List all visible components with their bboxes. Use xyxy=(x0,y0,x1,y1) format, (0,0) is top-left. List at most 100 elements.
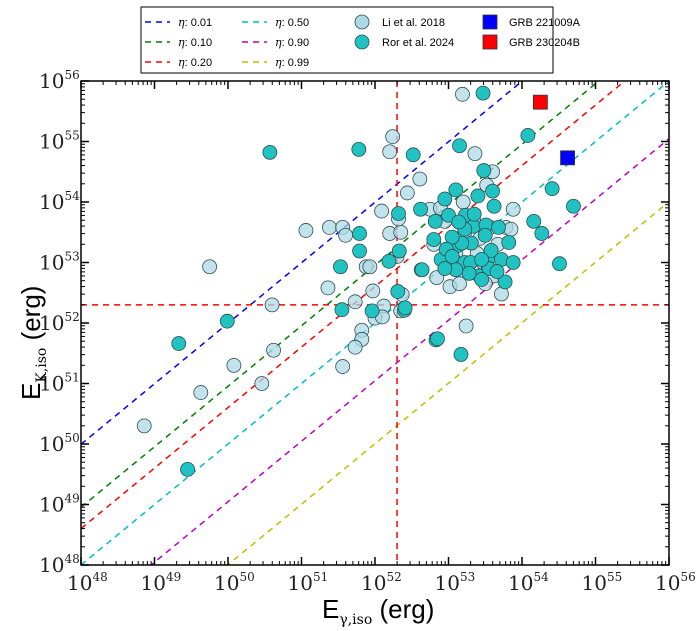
data-point xyxy=(352,243,367,259)
data-point xyxy=(526,213,542,229)
data-point xyxy=(391,243,407,259)
y-tick-label: 1055 xyxy=(39,129,80,154)
y-tick-label: 1053 xyxy=(39,250,80,275)
data-point xyxy=(466,206,482,222)
data-point xyxy=(180,462,195,477)
eta-line-0.50 xyxy=(81,81,669,565)
y-tick-label: 1051 xyxy=(39,371,80,396)
data-point xyxy=(226,357,242,373)
data-point xyxy=(497,274,513,290)
data-point xyxy=(202,259,218,275)
x-tick-label: 1054 xyxy=(508,570,549,595)
data-point-grb-221009a xyxy=(560,150,575,166)
data-point xyxy=(485,183,501,199)
data-point xyxy=(427,213,443,229)
legend-label: η: 0.50 xyxy=(275,16,309,29)
data-point xyxy=(470,188,486,204)
data-point-grb-230204b xyxy=(532,94,548,110)
data-point xyxy=(461,265,477,281)
data-point xyxy=(544,181,560,197)
legend-label: η: 0.20 xyxy=(178,56,212,69)
x-tick-label: 1056 xyxy=(655,570,696,595)
data-point xyxy=(491,220,506,235)
data-point xyxy=(347,339,363,355)
data-point xyxy=(254,376,270,391)
data-point xyxy=(364,303,380,319)
data-point xyxy=(219,313,235,329)
data-point xyxy=(448,182,464,198)
x-tick-label: 1055 xyxy=(582,570,623,595)
data-point xyxy=(347,294,363,310)
x-tick-label: 1048 xyxy=(67,570,108,595)
data-point xyxy=(338,227,354,243)
data-point xyxy=(334,302,350,318)
legend-label: GRB 230204B xyxy=(509,37,580,49)
data-point xyxy=(453,347,469,362)
data-point xyxy=(520,128,536,143)
data-point xyxy=(566,198,581,214)
data-point xyxy=(397,300,413,316)
data-point xyxy=(476,163,492,178)
data-point xyxy=(477,227,493,243)
x-tick-label: 1049 xyxy=(141,570,182,595)
data-point xyxy=(452,138,467,154)
data-point xyxy=(382,144,398,160)
data-point xyxy=(458,318,474,334)
legend: η: 0.01 η: 0.10 η: 0.20 η: 0.50 η: 0.90 η: 0.… xyxy=(140,6,581,74)
data-point xyxy=(501,235,517,250)
data-point xyxy=(503,221,519,237)
eta-line-0.90 xyxy=(149,138,669,565)
data-point xyxy=(483,242,499,258)
data-point xyxy=(335,359,351,374)
data-point xyxy=(322,220,337,235)
data-point xyxy=(475,85,491,101)
data-point xyxy=(266,342,281,358)
y-tick-label: 1052 xyxy=(39,310,80,335)
data-point xyxy=(452,276,467,292)
data-point xyxy=(505,201,521,217)
data-point xyxy=(437,261,453,276)
x-axis-label: Eγ,iso (erg) xyxy=(322,594,434,628)
data-point xyxy=(505,255,521,270)
data-point xyxy=(413,201,428,217)
legend-marker-square xyxy=(482,34,498,50)
data-point xyxy=(534,226,550,241)
data-point xyxy=(437,191,453,207)
data-point xyxy=(393,224,409,240)
y-tick-label: 1054 xyxy=(39,189,80,214)
eta-line-0.10 xyxy=(81,81,601,508)
data-point xyxy=(405,147,421,163)
data-point xyxy=(399,185,415,201)
data-point xyxy=(333,259,348,275)
data-point xyxy=(467,146,483,162)
data-point xyxy=(451,214,467,230)
data-point xyxy=(385,129,401,145)
data-point xyxy=(171,336,187,351)
data-point xyxy=(351,141,367,157)
data-point xyxy=(414,262,430,278)
y-tick-label: 1056 xyxy=(39,68,80,93)
data-point xyxy=(444,249,460,264)
x-tick-label: 1050 xyxy=(214,570,255,595)
x-tick-label: 1051 xyxy=(288,570,329,595)
data-point xyxy=(441,207,456,223)
x-tick-label: 1053 xyxy=(435,570,476,595)
data-point xyxy=(455,86,470,102)
data-point xyxy=(374,203,390,219)
plot-area: 1048 1049 1050 1051 1052 1053 1054 1055 1056 1048… xyxy=(39,68,696,595)
data-point xyxy=(365,283,381,299)
data-point xyxy=(381,253,397,269)
y-axis-label: EK,iso (erg) xyxy=(16,286,50,400)
data-point xyxy=(552,256,567,272)
data-point xyxy=(136,418,152,434)
x-tick-label: 1052 xyxy=(361,570,402,595)
legend-label: Ror et al. 2024 xyxy=(382,37,454,49)
data-point xyxy=(474,252,489,267)
eta-line-0.01 xyxy=(81,81,524,445)
y-tick-label: 1049 xyxy=(39,492,80,517)
legend-label: η: 0.99 xyxy=(275,56,309,69)
data-point xyxy=(362,259,378,275)
eta-line-0.20 xyxy=(81,81,626,530)
legend-label: η: 0.10 xyxy=(178,36,212,49)
